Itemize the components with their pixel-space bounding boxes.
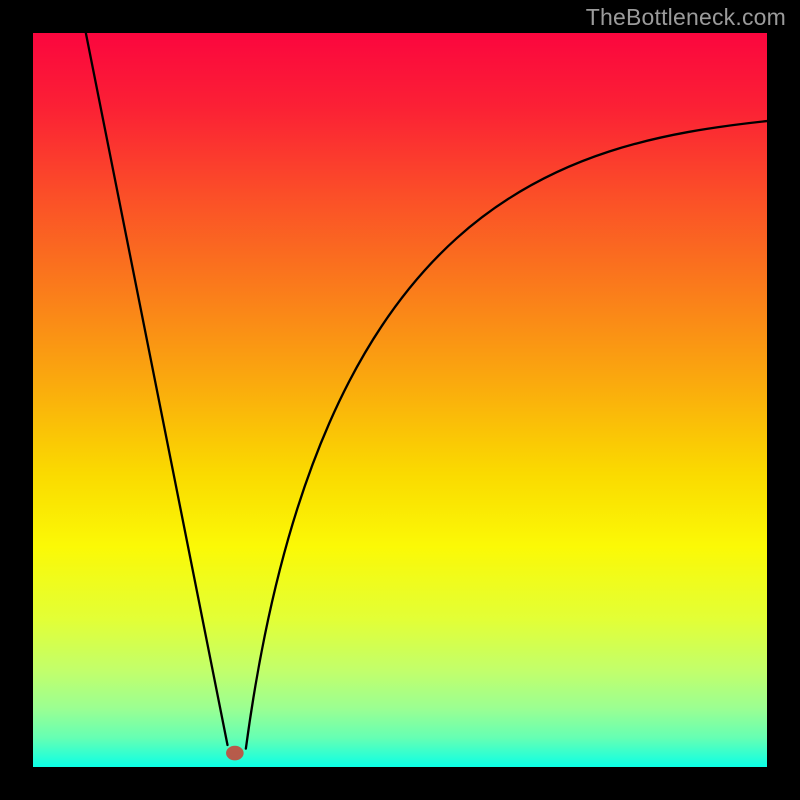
watermark-text: TheBottleneck.com [586,4,786,31]
chart-frame: TheBottleneck.com [0,0,800,800]
optimum-marker [226,746,244,761]
plot-svg [33,33,767,767]
plot-area [33,33,767,767]
gradient-background [33,33,767,767]
